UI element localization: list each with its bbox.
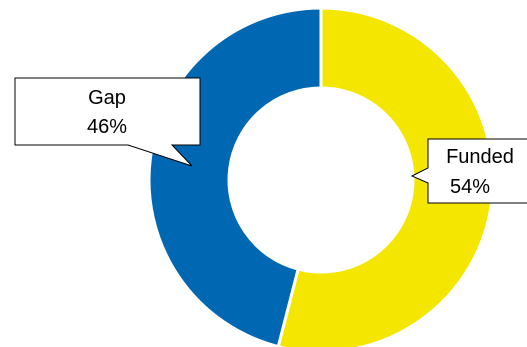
slice-funded <box>276 6 495 347</box>
label-funded-name: Funded <box>446 146 514 168</box>
label-gap-name: Gap <box>88 87 126 109</box>
callout-funded-box <box>410 138 527 204</box>
callout-funded: Funded 54% <box>410 138 527 204</box>
label-gap-pct: 46% <box>87 116 127 138</box>
label-funded-pct: 54% <box>450 176 490 198</box>
callout-gap-box <box>14 77 201 167</box>
callout-gap: Gap 46% <box>14 77 201 167</box>
